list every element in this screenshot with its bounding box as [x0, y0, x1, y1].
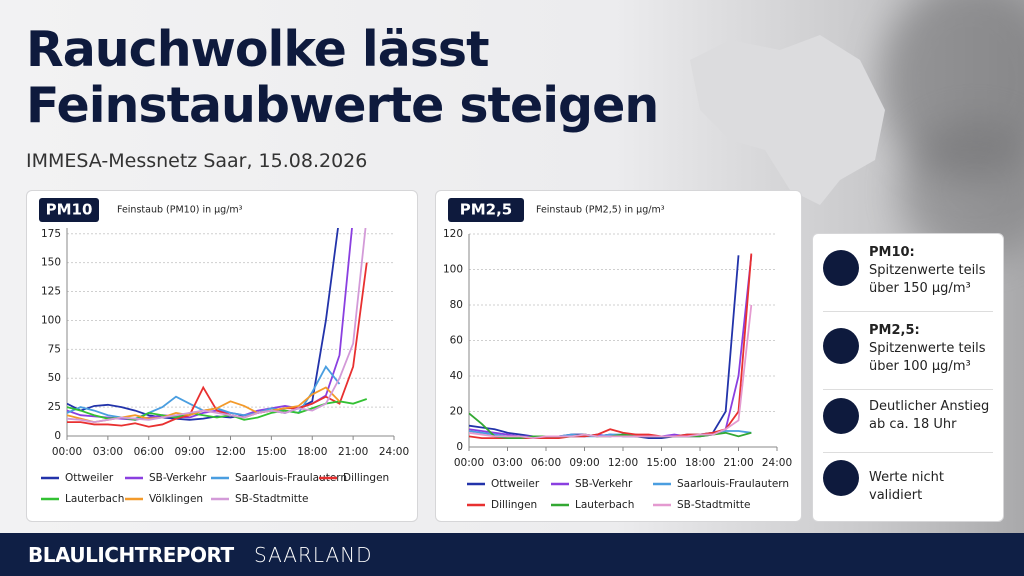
info-item: PM10: Spitzenwerte teils über 150 µg/m³ — [823, 242, 993, 302]
series-line — [469, 253, 753, 440]
region: SAARLAND — [254, 543, 373, 567]
subtitle: IMMESA-Messnetz Saar, 15.08.2026 — [26, 150, 368, 172]
badge — [448, 198, 524, 222]
map-silhouette — [690, 35, 885, 205]
y-tick-label: 150 — [41, 257, 61, 269]
info-panel: PM10: Spitzenwerte teils über 150 µg/m³ PM… — [812, 233, 1004, 522]
info-item: PM2,5: Spitzenwerte teils über 100 µg/m³ — [823, 320, 993, 380]
info-text: Deutlicher Anstieg ab ca. 18 Uhr — [869, 398, 989, 434]
x-tick-label: 18:00 — [297, 446, 327, 458]
info-title: PM2,5: — [869, 323, 920, 338]
x-tick-label: 03:00 — [492, 457, 522, 469]
y-tick-label: 50 — [48, 372, 61, 384]
x-tick-label: 24:00 — [762, 457, 792, 469]
legend-label: Saarlouis-Fraulautern — [235, 472, 347, 484]
x-tick-label: 00:00 — [52, 446, 82, 458]
series-line — [67, 228, 367, 424]
badge — [39, 198, 99, 222]
info-text: Werte nicht validiert — [869, 469, 993, 505]
legend-label: Lauterbach — [575, 499, 634, 511]
x-tick-label: 12:00 — [608, 457, 638, 469]
separator — [823, 389, 993, 390]
info-line: über 150 µg/m³ — [869, 281, 971, 296]
info-line: über 100 µg/m³ — [869, 359, 971, 374]
info-item: Deutlicher Anstieg ab ca. 18 Uhr — [823, 398, 993, 458]
y-tick-label: 25 — [48, 401, 61, 413]
chart: PM10 Feinstaub (PM10) in µg/m³ 0 25 50 75 10… — [39, 198, 409, 505]
series-line — [67, 228, 353, 421]
icon — [823, 398, 859, 434]
legend-label: Ottweiler — [491, 478, 540, 490]
chart: PM2,5 Feinstaub (PM2,5) in µg/m³ 0 20 40 60… — [443, 198, 792, 511]
x-tick-label: 09:00 — [174, 446, 204, 458]
legend-label: Ottweiler — [65, 472, 114, 484]
info-line: Spitzenwerte teils — [869, 263, 986, 278]
y-tick-label: 40 — [450, 370, 463, 382]
legend-label: Dillingen — [343, 472, 389, 484]
chart-title: PM10 — [46, 201, 93, 219]
y-tick-label: 125 — [41, 286, 61, 298]
icon — [823, 460, 859, 496]
legend-label: SB-Stadtmitte — [235, 493, 309, 505]
chart-subtitle: Feinstaub (PM2,5) in µg/m³ — [536, 205, 665, 216]
y-tick-label: 80 — [450, 299, 463, 311]
info-line: Spitzenwerte teils — [869, 341, 986, 356]
brand: BLAULICHTREPORT — [28, 543, 234, 567]
separator — [823, 311, 993, 312]
icon — [823, 250, 859, 286]
x-tick-label: 21:00 — [723, 457, 753, 469]
x-tick-label: 06:00 — [134, 446, 164, 458]
series-line — [469, 304, 753, 440]
info-item: Werte nicht validiert — [823, 460, 993, 520]
x-tick-label: 00:00 — [454, 457, 484, 469]
chart-panel: PM10 Feinstaub (PM10) in µg/m³ 0 25 50 75 10… — [26, 190, 418, 522]
separator — [823, 452, 993, 453]
x-tick-label: 15:00 — [646, 457, 676, 469]
y-tick-label: 0 — [456, 441, 463, 453]
y-tick-label: 100 — [41, 314, 61, 326]
series-line — [469, 255, 740, 440]
info-line: Deutlicher Anstieg — [869, 399, 990, 414]
headline: Rauchwolke lässt Feinstaubwerte steigen — [26, 21, 659, 134]
legend-label: SB-Stadtmitte — [677, 499, 751, 511]
x-tick-label: 18:00 — [685, 457, 715, 469]
info-line: Werte nicht validiert — [869, 470, 944, 503]
chart-panel: PM2,5 Feinstaub (PM2,5) in µg/m³ 0 20 40 60… — [435, 190, 802, 522]
legend-label: Völklingen — [149, 493, 203, 505]
y-tick-label: 100 — [443, 264, 463, 276]
x-tick-label: 15:00 — [256, 446, 286, 458]
x-tick-label: 09:00 — [569, 457, 599, 469]
legend-label: SB-Verkehr — [149, 472, 207, 484]
chart-subtitle: Feinstaub (PM10) in µg/m³ — [117, 205, 243, 216]
x-tick-label: 06:00 — [531, 457, 561, 469]
x-tick-label: 12:00 — [215, 446, 245, 458]
info-title: PM10: — [869, 245, 915, 260]
icon — [823, 328, 859, 364]
y-tick-label: 120 — [443, 228, 463, 240]
legend-label: Lauterbach — [65, 493, 124, 505]
headline-line: Rauchwolke lässt — [26, 21, 490, 78]
y-tick-label: 175 — [41, 228, 61, 240]
y-tick-label: 0 — [54, 430, 61, 442]
footer: BLAULICHTREPORT SAARLAND — [0, 533, 1024, 576]
info-text: PM2,5: Spitzenwerte teils über 100 µg/m³ — [869, 322, 986, 376]
legend-label: Saarlouis-Fraulautern — [677, 478, 789, 490]
x-tick-label: 03:00 — [93, 446, 123, 458]
y-tick-label: 20 — [450, 406, 463, 418]
chart-title: PM2,5 — [460, 201, 513, 219]
legend-label: Dillingen — [491, 499, 537, 511]
x-tick-label: 24:00 — [379, 446, 409, 458]
headline-line: Feinstaubwerte steigen — [26, 77, 659, 134]
info-line: ab ca. 18 Uhr — [869, 417, 957, 432]
y-tick-label: 60 — [450, 335, 463, 347]
x-tick-label: 21:00 — [338, 446, 368, 458]
series-line — [469, 255, 753, 440]
y-tick-label: 75 — [48, 343, 61, 355]
series-line — [67, 262, 368, 428]
legend-label: SB-Verkehr — [575, 478, 633, 490]
info-text: PM10: Spitzenwerte teils über 150 µg/m³ — [869, 244, 986, 298]
